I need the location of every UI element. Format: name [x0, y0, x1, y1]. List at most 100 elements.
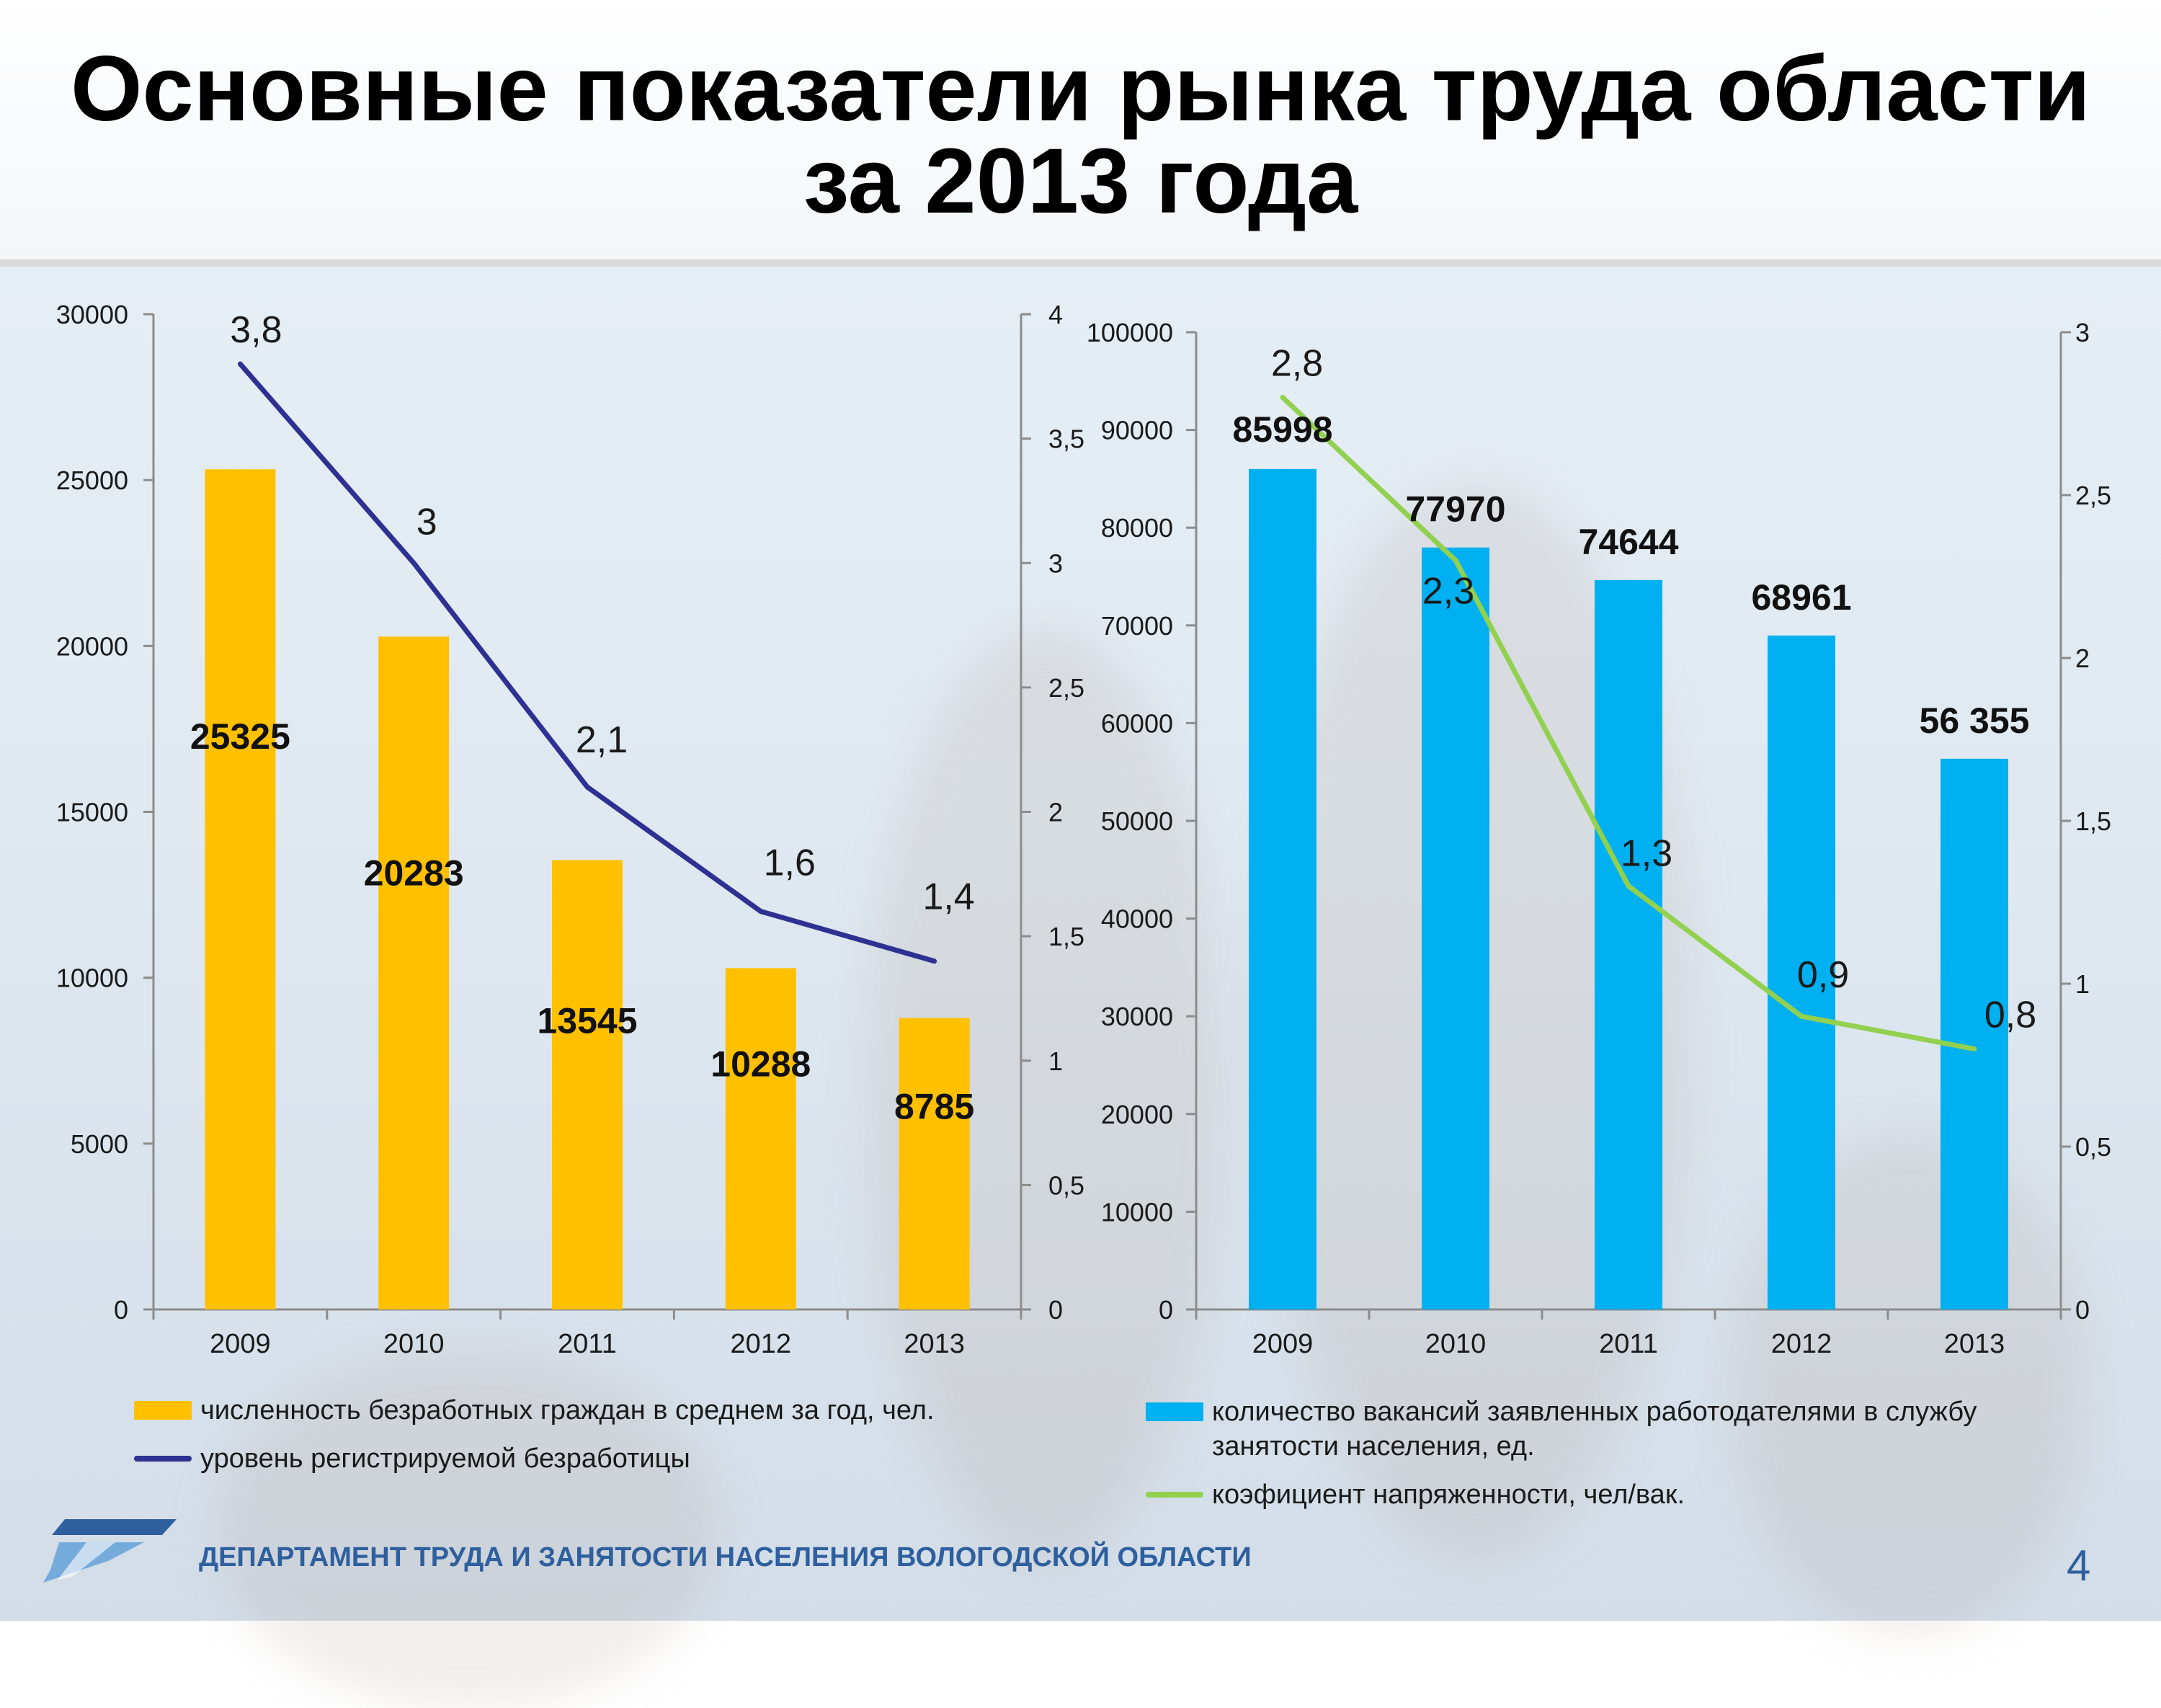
legend-label-tension: коэфициент напряженности, чел/вак.	[1212, 1480, 1685, 1510]
c2-bar-label-2012: 68961	[1751, 577, 1851, 618]
c2-line-label-2011: 1,3	[1621, 832, 1672, 874]
c2-right-tick-label: 2,5	[2075, 481, 2111, 510]
c2-line-label-2009: 2,8	[1271, 342, 1323, 384]
c1-x-tick-label: 2011	[558, 1329, 617, 1359]
c1-x-tick-label: 2013	[904, 1329, 965, 1359]
c1-right-tick-label: 3	[1048, 548, 1063, 578]
c1-x-tick-label: 2010	[383, 1329, 445, 1359]
c1-line-point-2012	[758, 909, 763, 914]
c2-bar-2013	[1941, 758, 2008, 1309]
c2-right-tick-label: 0,5	[2075, 1132, 2111, 1162]
c2-left-tick-label: 10000	[1101, 1197, 1173, 1227]
c2-left-tick-label: 40000	[1101, 904, 1173, 934]
slide-title: Основные показатели рынка труда области …	[0, 43, 2161, 228]
c1-left-tick-label: 25000	[56, 466, 128, 495]
c1-left-tick-label: 5000	[71, 1129, 128, 1159]
c1-right-tick-label: 1,5	[1048, 922, 1084, 951]
c1-left-tick-label: 10000	[56, 964, 128, 993]
c2-bar-2009	[1249, 468, 1316, 1309]
c1-left-tick-label: 0	[114, 1295, 128, 1325]
c1-line-label-2012: 1,6	[764, 842, 816, 884]
c2-x-tick-label: 2010	[1425, 1329, 1487, 1359]
charts-canvas: 0 5000 10000 15000 20000 25000 30000 0 0,5 1 1,5 2 2…	[56, 300, 2111, 1359]
c2-bar-2010	[1422, 547, 1489, 1309]
c2-bar-2012	[1768, 635, 1835, 1309]
c2-right-tick-label: 1	[2075, 969, 2090, 999]
legend-swatch-unemployment-rate	[134, 1456, 192, 1462]
slide-title-line-2: за 2013 года	[803, 130, 1358, 233]
c2-line-point-2011	[1626, 884, 1631, 889]
c1-left-tick-label: 30000	[56, 300, 128, 329]
legend-swatch-vacancies	[1146, 1402, 1203, 1421]
slide-header: Основные показатели рынка труда области …	[0, 0, 2161, 259]
c2-left-tick-label: 30000	[1101, 1002, 1173, 1031]
legend-item-unemployment-rate: уровень регистрируемой безработицы	[134, 1441, 690, 1476]
slide-title-line-1: Основные показатели рынка труда области	[70, 37, 2091, 141]
c1-line-label-2011: 2,1	[576, 719, 628, 761]
header-divider	[0, 259, 2161, 267]
c2-line-label-2010: 2,3	[1422, 570, 1474, 612]
c2-bar-label-2013: 56 355	[1920, 700, 2030, 741]
c1-right-tick-label: 3,5	[1048, 424, 1084, 454]
c1-line-point-2011	[585, 784, 589, 789]
c2-bar-label-2011: 74644	[1578, 522, 1678, 562]
c2-left-tick-label: 50000	[1101, 806, 1173, 836]
c1-right-tick-label: 1	[1048, 1046, 1063, 1076]
c1-bar-2013	[899, 1018, 970, 1309]
c2-x-tick-label: 2013	[1944, 1329, 2005, 1359]
c1-right-tick-label: 4	[1048, 300, 1063, 329]
c2-right-tick-label: 0	[2075, 1295, 2090, 1325]
c1-x-tick-label: 2012	[731, 1329, 792, 1359]
legend-swatch-unemployed	[134, 1401, 192, 1420]
legend-label-vacancies: количество вакансий заявленных работодат…	[1212, 1397, 1977, 1462]
c2-left-tick-label: 0	[1159, 1295, 1173, 1325]
c1-line-label-2010: 3	[416, 501, 437, 543]
c1-right-tick-label: 2	[1048, 798, 1063, 827]
legend-item-unemployed: численность безработных граждан в средне…	[134, 1393, 935, 1428]
c2-left-tick-label: 100000	[1087, 318, 1173, 347]
c1-right-tick-label: 0,5	[1048, 1170, 1084, 1200]
c1-right-tick-label: 0	[1048, 1295, 1063, 1325]
c2-left-tick-label: 80000	[1101, 513, 1173, 543]
c2-line-point-2013	[1972, 1046, 1977, 1051]
c1-line-label-2009: 3,8	[230, 309, 282, 351]
c1-bar-2010	[378, 636, 450, 1309]
c2-x-tick-label: 2011	[1599, 1329, 1658, 1359]
legend-label-unemployed: численность безработных граждан в средне…	[200, 1395, 935, 1425]
c1-bar-label-2011: 13545	[537, 1000, 637, 1041]
c2-right-tick-label: 2	[2075, 644, 2090, 673]
footer-department: ДЕПАРТАМЕНТ ТРУДА И ЗАНЯТОСТИ НАСЕЛЕНИЯ …	[199, 1542, 1252, 1573]
legend-label-unemployment-rate: уровень регистрируемой безработицы	[200, 1444, 690, 1474]
c1-bar-label-2009: 25325	[190, 716, 290, 757]
c1-right-tick-label: 2,5	[1048, 673, 1084, 703]
legend-swatch-tension	[1146, 1492, 1203, 1498]
c2-line-label-2013: 0,8	[1984, 994, 2036, 1036]
c2-right-tick-label: 1,5	[2075, 806, 2111, 836]
c1-left-tick-label: 15000	[56, 798, 128, 827]
c1-bar-2009	[205, 469, 276, 1309]
c1-line-point-2013	[932, 958, 937, 964]
c2-bar-label-2009: 85998	[1232, 409, 1332, 450]
c2-left-tick-label: 70000	[1101, 611, 1173, 641]
c1-line-point-2009	[238, 362, 243, 367]
c1-bar-label-2010: 20283	[364, 853, 464, 893]
c2-line-point-2010	[1453, 558, 1458, 563]
c1-bar-2012	[725, 968, 796, 1309]
department-logo	[43, 1519, 177, 1583]
c1-line-point-2010	[411, 561, 416, 566]
c2-bar-2011	[1595, 579, 1662, 1309]
legend-item-tension: коэфициент напряженности, чел/вак.	[1146, 1477, 1685, 1512]
c1-bar-label-2013: 8785	[894, 1087, 974, 1127]
c2-line-label-2012: 0,9	[1797, 954, 1849, 996]
c2-left-tick-label: 90000	[1101, 416, 1173, 445]
c1-line-label-2013: 1,4	[922, 876, 974, 918]
c2-left-tick-label: 20000	[1101, 1100, 1173, 1129]
legend-item-vacancies: количество вакансий заявленных работодат…	[1146, 1395, 2097, 1464]
c2-x-tick-label: 2012	[1771, 1329, 1832, 1359]
page-number: 4	[2067, 1542, 2091, 1590]
c1-bar-label-2012: 10288	[710, 1044, 811, 1084]
c2-x-tick-label: 2009	[1252, 1329, 1314, 1359]
c2-right-tick-label: 3	[2075, 318, 2090, 347]
c1-bar-2011	[552, 860, 623, 1309]
c2-bar-label-2010: 77970	[1405, 489, 1505, 530]
